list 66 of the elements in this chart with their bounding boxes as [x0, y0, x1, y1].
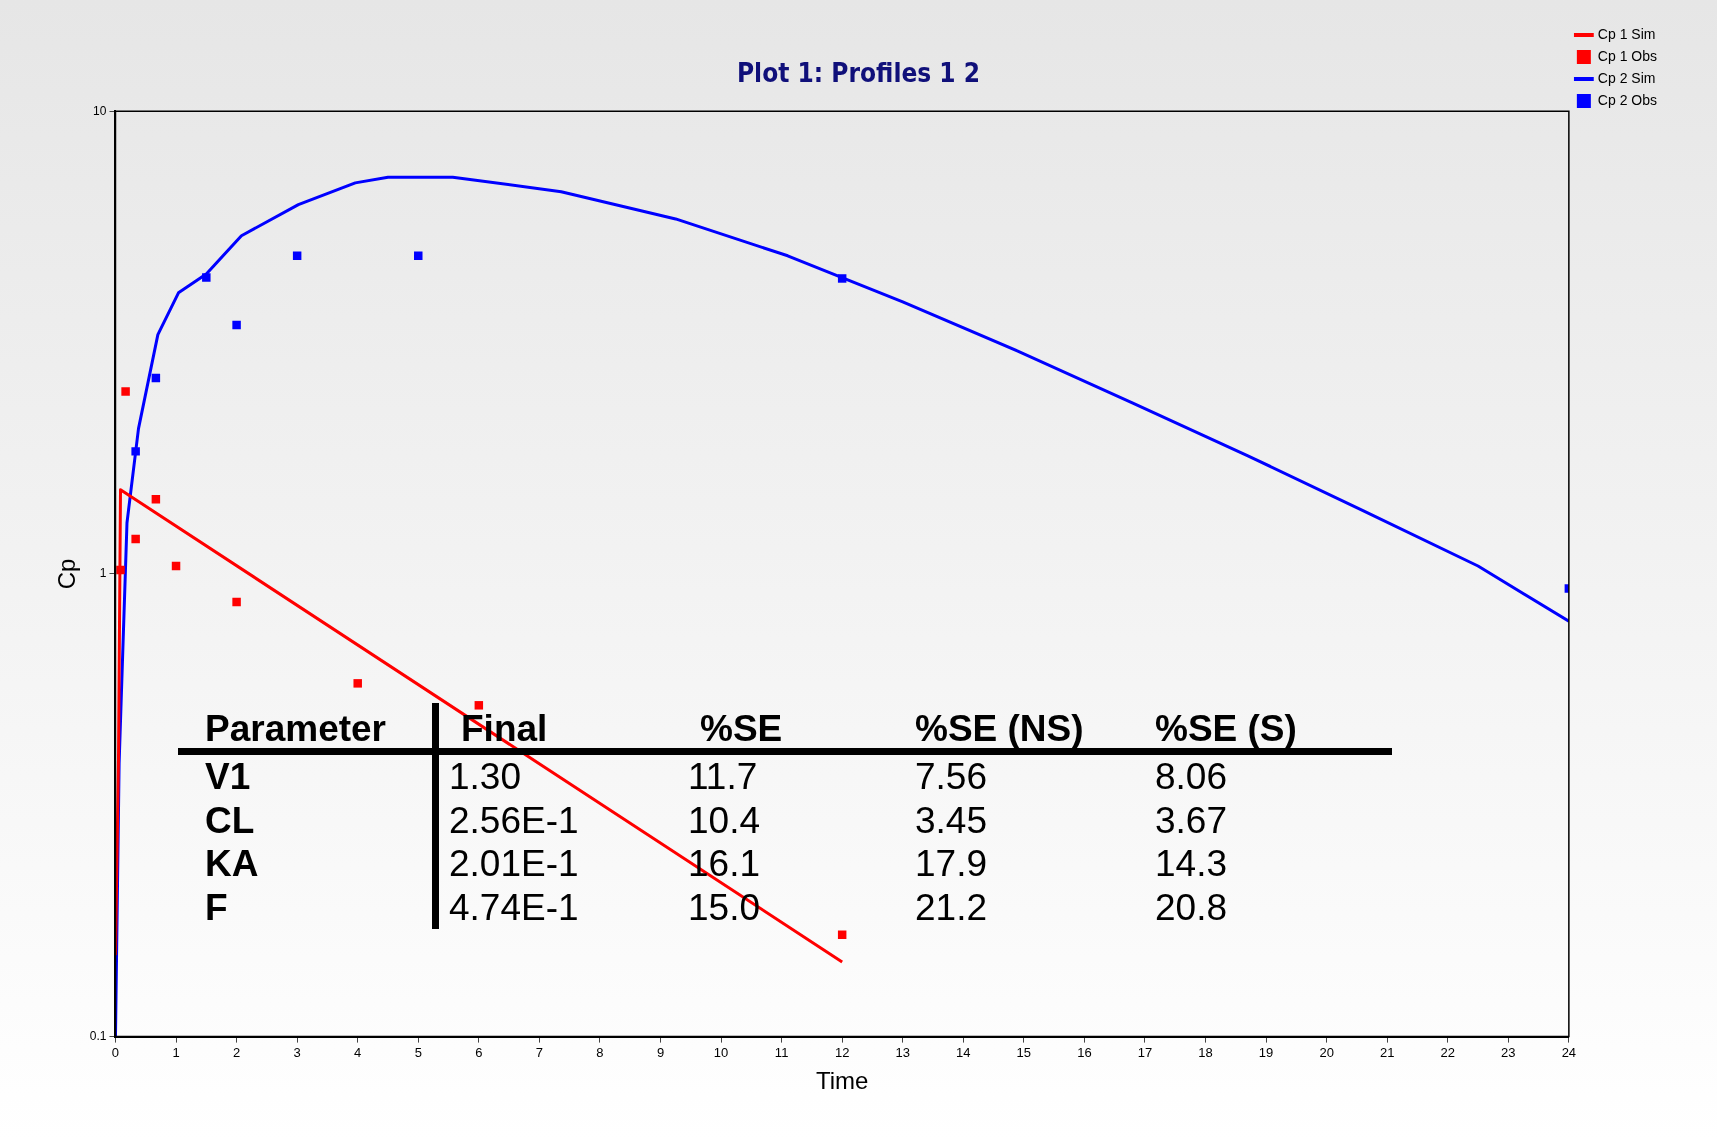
- annotation: 2.01E-1: [449, 843, 579, 884]
- x-tick-label: 20: [1319, 1044, 1334, 1060]
- annotation: %SE (NS): [915, 708, 1084, 749]
- legend-label: Cp 1 Obs: [1597, 47, 1657, 64]
- x-tick-label: 7: [535, 1044, 543, 1060]
- annotation: 20.8: [1155, 887, 1228, 928]
- annotation: 11.7: [688, 756, 758, 797]
- chart-title: Plot 1: Profiles 1 2: [736, 58, 981, 89]
- annotation: 15.0: [688, 887, 761, 928]
- annotation: 2.56E-1: [449, 800, 579, 841]
- x-tick-label: 5: [414, 1044, 422, 1060]
- annotation: KA: [205, 843, 259, 884]
- x-tick-label: 11: [774, 1044, 789, 1060]
- x-tick-label: 13: [895, 1044, 910, 1060]
- x-tick-label: 23: [1501, 1044, 1516, 1060]
- annotation: 17.9: [915, 843, 988, 884]
- point: [232, 320, 241, 330]
- y-axis-title: Cp: [53, 558, 81, 590]
- x-tick-label: 12: [834, 1044, 850, 1060]
- annotation: 4.74E-1: [449, 887, 579, 928]
- x-tick-label: 18: [1198, 1044, 1213, 1060]
- x-tick-label: 10: [713, 1044, 729, 1060]
- x-tick-label: 2: [232, 1044, 241, 1060]
- annotation: 7.56: [915, 756, 988, 797]
- point: [232, 597, 241, 607]
- x-tick-label: 3: [293, 1044, 301, 1060]
- x-tick-label: 14: [956, 1044, 971, 1060]
- x-tick-label: 21: [1379, 1044, 1395, 1060]
- legend-label: Cp 2 Sim: [1597, 69, 1656, 86]
- annotation: %SE: [700, 708, 783, 749]
- annotation: 21.2: [915, 887, 988, 928]
- x-axis-title: Time: [815, 1067, 869, 1095]
- x-tick-label: 8: [596, 1044, 604, 1060]
- annotation: 3.45: [915, 800, 988, 841]
- annotation: Parameter: [205, 708, 387, 749]
- x-tick-label: 9: [656, 1044, 665, 1060]
- x-tick-label: 24: [1561, 1044, 1577, 1060]
- x-tick-label: 1: [172, 1044, 180, 1060]
- x-tick-label: 15: [1016, 1044, 1032, 1060]
- annotation: %SE (S): [1155, 708, 1297, 749]
- x-tick-label: 17: [1137, 1044, 1153, 1060]
- annotation: 8.06: [1155, 756, 1228, 797]
- annotation: 3.67: [1155, 800, 1228, 841]
- y-tick-label: 10: [93, 103, 107, 118]
- x-tick-label: 16: [1077, 1044, 1092, 1060]
- x-tick-label: 4: [354, 1044, 362, 1060]
- point: [131, 534, 140, 544]
- y-tick-label: 1: [99, 566, 107, 581]
- y-tick-label: 0.1: [89, 1028, 107, 1043]
- x-tick-label: 6: [475, 1044, 483, 1060]
- point: [414, 251, 423, 261]
- annotation: CL: [205, 800, 255, 841]
- x-tick-label: 19: [1258, 1044, 1274, 1060]
- annotation: V1: [205, 756, 251, 797]
- point: [353, 679, 362, 688]
- annotation: F: [205, 887, 228, 928]
- annotation: 16.1: [688, 843, 761, 884]
- legend-label: Cp 1 Sim: [1597, 25, 1656, 42]
- point: [474, 701, 484, 710]
- x-tick-label: 22: [1440, 1044, 1455, 1060]
- point: [121, 387, 130, 396]
- annotation: 1.30: [449, 756, 522, 797]
- legend-label: Cp 2 Obs: [1597, 91, 1657, 108]
- annotation: 10.4: [688, 800, 761, 841]
- annotation: 14.3: [1155, 843, 1228, 884]
- x-tick-label: 0: [111, 1044, 120, 1060]
